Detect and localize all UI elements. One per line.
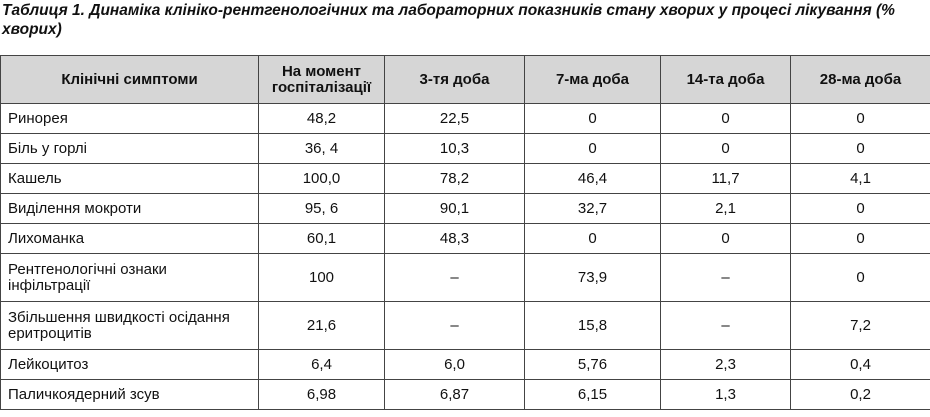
value-cell: 6,15	[524, 379, 661, 410]
value-cell: 0	[524, 223, 661, 254]
symptom-cell: Кашель	[0, 163, 259, 194]
value-cell: 0	[660, 223, 791, 254]
value-cell: 7,2	[790, 301, 930, 350]
symptom-cell: Рентгенологічні ознаки інфільтрації	[0, 253, 259, 302]
value-cell: 22,5	[384, 103, 525, 134]
value-cell: –	[660, 301, 791, 350]
table-row: Біль у горлі 36, 4 10,3 0 0 0	[0, 133, 930, 164]
value-cell: 4,1	[790, 163, 930, 194]
value-cell: 6,4	[258, 349, 385, 380]
table-row: Ринорея 48,2 22,5 0 0 0	[0, 103, 930, 134]
symptom-cell: Біль у горлі	[0, 133, 259, 164]
header-cell: Клінічні симптоми	[0, 55, 259, 104]
table-row: Паличкоядерний зсув 6,98 6,87 6,15 1,3 0,2	[0, 379, 930, 410]
value-cell: 0	[660, 103, 791, 134]
value-cell: 10,3	[384, 133, 525, 164]
data-table: Клінічні симптоми На момент госпіталізаці…	[0, 55, 930, 410]
header-cell: 7-ма доба	[524, 55, 661, 104]
table-body: Ринорея 48,2 22,5 0 0 0 Біль у горлі 36, 4 10,3 0…	[0, 103, 930, 410]
value-cell: 0	[524, 133, 661, 164]
symptom-cell: Лейкоцитоз	[0, 349, 259, 380]
value-cell: 0	[660, 133, 791, 164]
value-cell: 11,7	[660, 163, 791, 194]
value-cell: 1,3	[660, 379, 791, 410]
value-cell: 5,76	[524, 349, 661, 380]
value-cell: 6,87	[384, 379, 525, 410]
value-cell: 73,9	[524, 253, 661, 302]
symptom-cell: Ринорея	[0, 103, 259, 134]
value-cell: 0	[790, 253, 930, 302]
value-cell: 15,8	[524, 301, 661, 350]
value-cell: 90,1	[384, 193, 525, 224]
value-cell: 21,6	[258, 301, 385, 350]
table-row: Рентгенологічні ознаки інфільтрації 100–7…	[0, 253, 930, 302]
value-cell: 48,3	[384, 223, 525, 254]
value-cell: 0	[790, 103, 930, 134]
header-cell: 28-ма доба	[790, 55, 930, 104]
value-cell: 60,1	[258, 223, 385, 254]
value-cell: 36, 4	[258, 133, 385, 164]
header-cell: 3-тя доба	[384, 55, 525, 104]
value-cell: 0,4	[790, 349, 930, 380]
value-cell: –	[384, 301, 525, 350]
value-cell: 32,7	[524, 193, 661, 224]
header-row: Клінічні симптоми На момент госпіталізаці…	[0, 55, 930, 104]
table-row: Виділення мокроти 95, 6 90,1 32,7 2,1 0	[0, 193, 930, 224]
value-cell: 46,4	[524, 163, 661, 194]
header-cell: 14-та доба	[660, 55, 791, 104]
value-cell: 95, 6	[258, 193, 385, 224]
value-cell: 0	[790, 133, 930, 164]
value-cell: 78,2	[384, 163, 525, 194]
symptom-cell: Лихоманка	[0, 223, 259, 254]
header-cell: На момент госпіталізації	[258, 55, 385, 104]
value-cell: 48,2	[258, 103, 385, 134]
value-cell: 6,98	[258, 379, 385, 410]
table-row: Лихоманка 60,1 48,3 0 0 0	[0, 223, 930, 254]
value-cell: 0	[524, 103, 661, 134]
value-cell: 100,0	[258, 163, 385, 194]
symptom-cell: Виділення мокроти	[0, 193, 259, 224]
value-cell: –	[384, 253, 525, 302]
value-cell: 2,3	[660, 349, 791, 380]
value-cell: –	[660, 253, 791, 302]
table-title: Таблиця 1. Динаміка клініко-рентгенологі…	[2, 2, 895, 38]
table-row: Лейкоцитоз 6,4 6,0 5,76 2,3 0,4	[0, 349, 930, 380]
value-cell: 6,0	[384, 349, 525, 380]
value-cell: 0	[790, 193, 930, 224]
table-row: Кашель 100,0 78,2 46,4 11,7 4,1	[0, 163, 930, 194]
symptom-cell: Паличкоядерний зсув	[0, 379, 259, 410]
value-cell: 0,2	[790, 379, 930, 410]
value-cell: 2,1	[660, 193, 791, 224]
value-cell: 100	[258, 253, 385, 302]
value-cell: 0	[790, 223, 930, 254]
table-row: Збільшення швидкості осідання еритроциті…	[0, 301, 930, 350]
symptom-cell: Збільшення швидкості осідання еритроциті…	[0, 301, 259, 350]
